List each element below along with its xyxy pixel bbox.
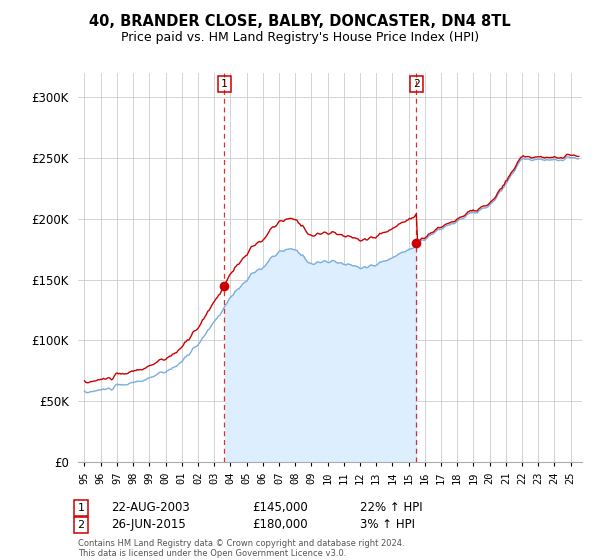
Text: 22-AUG-2003: 22-AUG-2003 (111, 501, 190, 515)
Text: Contains HM Land Registry data © Crown copyright and database right 2024.
This d: Contains HM Land Registry data © Crown c… (78, 539, 404, 558)
Text: Price paid vs. HM Land Registry's House Price Index (HPI): Price paid vs. HM Land Registry's House … (121, 31, 479, 44)
Text: £145,000: £145,000 (252, 501, 308, 515)
Text: 26-JUN-2015: 26-JUN-2015 (111, 518, 186, 531)
Text: 2: 2 (413, 78, 420, 88)
Text: 3% ↑ HPI: 3% ↑ HPI (360, 518, 415, 531)
Text: £180,000: £180,000 (252, 518, 308, 531)
Text: 1: 1 (221, 78, 227, 88)
Text: 40, BRANDER CLOSE, BALBY, DONCASTER, DN4 8TL: 40, BRANDER CLOSE, BALBY, DONCASTER, DN4… (89, 14, 511, 29)
Text: 2: 2 (77, 520, 85, 530)
Text: 1: 1 (77, 503, 85, 513)
Text: 22% ↑ HPI: 22% ↑ HPI (360, 501, 422, 515)
